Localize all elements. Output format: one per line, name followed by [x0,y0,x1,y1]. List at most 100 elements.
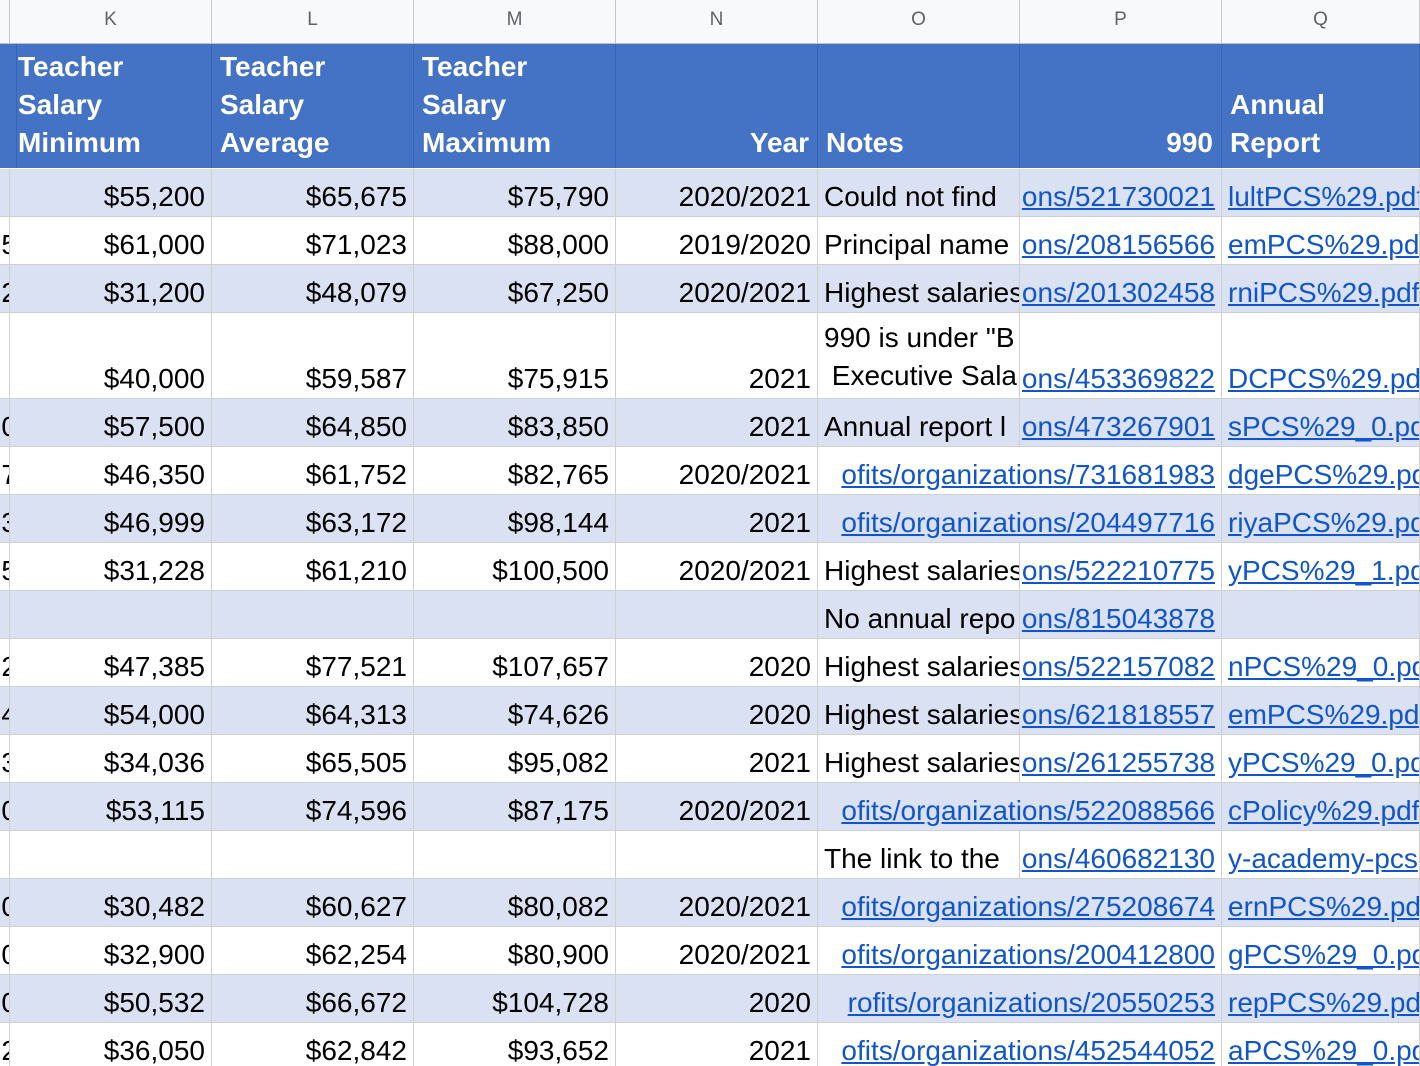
notes-cell[interactable]: Highest salaries [818,735,1020,782]
row-edge-cell[interactable]: 2 [0,639,10,686]
salary-max-cell[interactable]: $80,900 [414,927,616,974]
salary-avg-cell[interactable]: $66,672 [212,975,414,1022]
form-990-link[interactable]: ons/201302458 [1020,265,1222,312]
annual-report-link[interactable]: aPCS%29_0.pdf [1222,1023,1420,1066]
salary-avg-cell[interactable]: $65,675 [212,169,414,216]
notes-cell[interactable]: Highest salaries [818,687,1020,734]
annual-report-link[interactable]: lultPCS%29.pdf [1222,169,1420,216]
header-cell-o[interactable]: Notes [818,44,1020,168]
year-cell[interactable]: 2020/2021 [616,543,818,590]
year-cell[interactable]: 2020 [616,639,818,686]
salary-avg-cell[interactable] [212,591,414,638]
salary-max-cell[interactable]: $93,652 [414,1023,616,1066]
row-edge-cell[interactable]: 0 [0,399,10,446]
year-cell[interactable]: 2020/2021 [616,447,818,494]
notes-cell[interactable]: ofits/organizations/275208674 [818,879,1222,926]
header-cell-q[interactable]: Annual Report [1222,44,1420,168]
notes-cell[interactable]: ofits/organizations/731681983 [818,447,1222,494]
salary-min-cell[interactable]: $55,200 [10,169,212,216]
salary-avg-cell[interactable]: $77,521 [212,639,414,686]
notes-cell[interactable]: Could not find [818,169,1020,216]
salary-avg-cell[interactable]: $62,254 [212,927,414,974]
row-edge-cell[interactable]: 7 [0,447,10,494]
year-cell[interactable]: 2020/2021 [616,879,818,926]
salary-max-cell[interactable]: $75,915 [414,313,616,398]
salary-max-cell[interactable]: $67,250 [414,265,616,312]
row-edge-cell[interactable]: 0 [0,975,10,1022]
year-cell[interactable] [616,591,818,638]
notes-cell[interactable]: The link to the [818,831,1020,878]
column-header-q[interactable]: Q [1222,0,1420,43]
salary-min-cell[interactable] [10,831,212,878]
row-edge-cell[interactable]: 4 [0,687,10,734]
salary-max-cell[interactable]: $98,144 [414,495,616,542]
salary-min-cell[interactable]: $47,385 [10,639,212,686]
row-edge-cell[interactable] [0,591,10,638]
header-cell-l[interactable]: Teacher Salary Average [212,44,414,168]
header-cell-n[interactable]: Year [616,44,818,168]
annual-report-link[interactable]: sPCS%29_0.pdf [1222,399,1420,446]
salary-min-cell[interactable]: $46,999 [10,495,212,542]
form-990-link[interactable]: ons/261255738 [1020,735,1222,782]
column-header-p[interactable]: P [1020,0,1222,43]
year-cell[interactable]: 2021 [616,735,818,782]
notes-cell[interactable]: Highest salaries [818,265,1020,312]
column-header-k[interactable]: K [10,0,212,43]
salary-avg-cell[interactable]: $63,172 [212,495,414,542]
salary-max-cell[interactable]: $87,175 [414,783,616,830]
salary-avg-cell[interactable]: $59,587 [212,313,414,398]
row-edge-cell[interactable]: 5 [0,543,10,590]
form-990-link[interactable]: ons/460682130 [1020,831,1222,878]
year-cell[interactable]: 2021 [616,399,818,446]
annual-report-link[interactable]: y-academy-pcs [1222,831,1420,878]
form-990-link[interactable]: ons/621818557 [1020,687,1222,734]
salary-max-cell[interactable]: $104,728 [414,975,616,1022]
header-cell-edge[interactable] [0,44,17,168]
year-cell[interactable]: 2020/2021 [616,265,818,312]
salary-min-cell[interactable]: $40,000 [10,313,212,398]
year-cell[interactable] [616,831,818,878]
annual-report-link[interactable]: emPCS%29.pdf [1222,217,1420,264]
form-990-link[interactable]: ons/521730021 [1020,169,1222,216]
salary-avg-cell[interactable]: $71,023 [212,217,414,264]
annual-report-link[interactable]: yPCS%29_0.pdf [1222,735,1420,782]
salary-avg-cell[interactable]: $61,752 [212,447,414,494]
salary-avg-cell[interactable]: $61,210 [212,543,414,590]
form-990-link[interactable]: ons/473267901 [1020,399,1222,446]
row-edge-cell[interactable]: 3 [0,735,10,782]
year-cell[interactable]: 2020/2021 [616,927,818,974]
notes-cell[interactable]: rofits/organizations/20550253 [818,975,1222,1022]
annual-report-link[interactable]: dgePCS%29.pdf [1222,447,1420,494]
salary-max-cell[interactable]: $95,082 [414,735,616,782]
form-990-link[interactable]: ons/453369822 [1020,313,1222,398]
salary-max-cell[interactable]: $74,626 [414,687,616,734]
column-header-m[interactable]: M [414,0,616,43]
annual-report-link[interactable]: riyaPCS%29.pdf [1222,495,1420,542]
row-edge-cell[interactable]: 0 [0,879,10,926]
notes-cell[interactable]: Principal name [818,217,1020,264]
salary-min-cell[interactable]: $50,532 [10,975,212,1022]
salary-max-cell[interactable]: $80,082 [414,879,616,926]
row-edge-cell[interactable]: 2 [0,265,10,312]
salary-avg-cell[interactable]: $60,627 [212,879,414,926]
salary-min-cell[interactable]: $54,000 [10,687,212,734]
annual-report-link[interactable]: gPCS%29_0.pdf [1222,927,1420,974]
notes-cell[interactable]: 990 is under "B Executive Sala [818,313,1020,398]
annual-report-link[interactable]: rniPCS%29.pdf [1222,265,1420,312]
column-header-n[interactable]: N [616,0,818,43]
notes-cell[interactable]: ofits/organizations/522088566 [818,783,1222,830]
column-header-o[interactable]: O [818,0,1020,43]
form-990-link[interactable]: ons/522157082 [1020,639,1222,686]
salary-min-cell[interactable]: $53,115 [10,783,212,830]
column-header-edge[interactable] [0,0,10,43]
row-edge-cell[interactable]: 0 [0,927,10,974]
column-header-l[interactable]: L [212,0,414,43]
notes-cell[interactable]: No annual repo [818,591,1020,638]
form-990-link[interactable]: ons/522210775 [1020,543,1222,590]
annual-report-link[interactable]: DCPCS%29.pdf [1222,313,1420,398]
salary-avg-cell[interactable] [212,831,414,878]
notes-cell[interactable]: ofits/organizations/204497716 [818,495,1222,542]
salary-avg-cell[interactable]: $74,596 [212,783,414,830]
annual-report-link[interactable]: cPolicy%29.pdf [1222,783,1420,830]
row-edge-cell[interactable]: 5 [0,217,10,264]
